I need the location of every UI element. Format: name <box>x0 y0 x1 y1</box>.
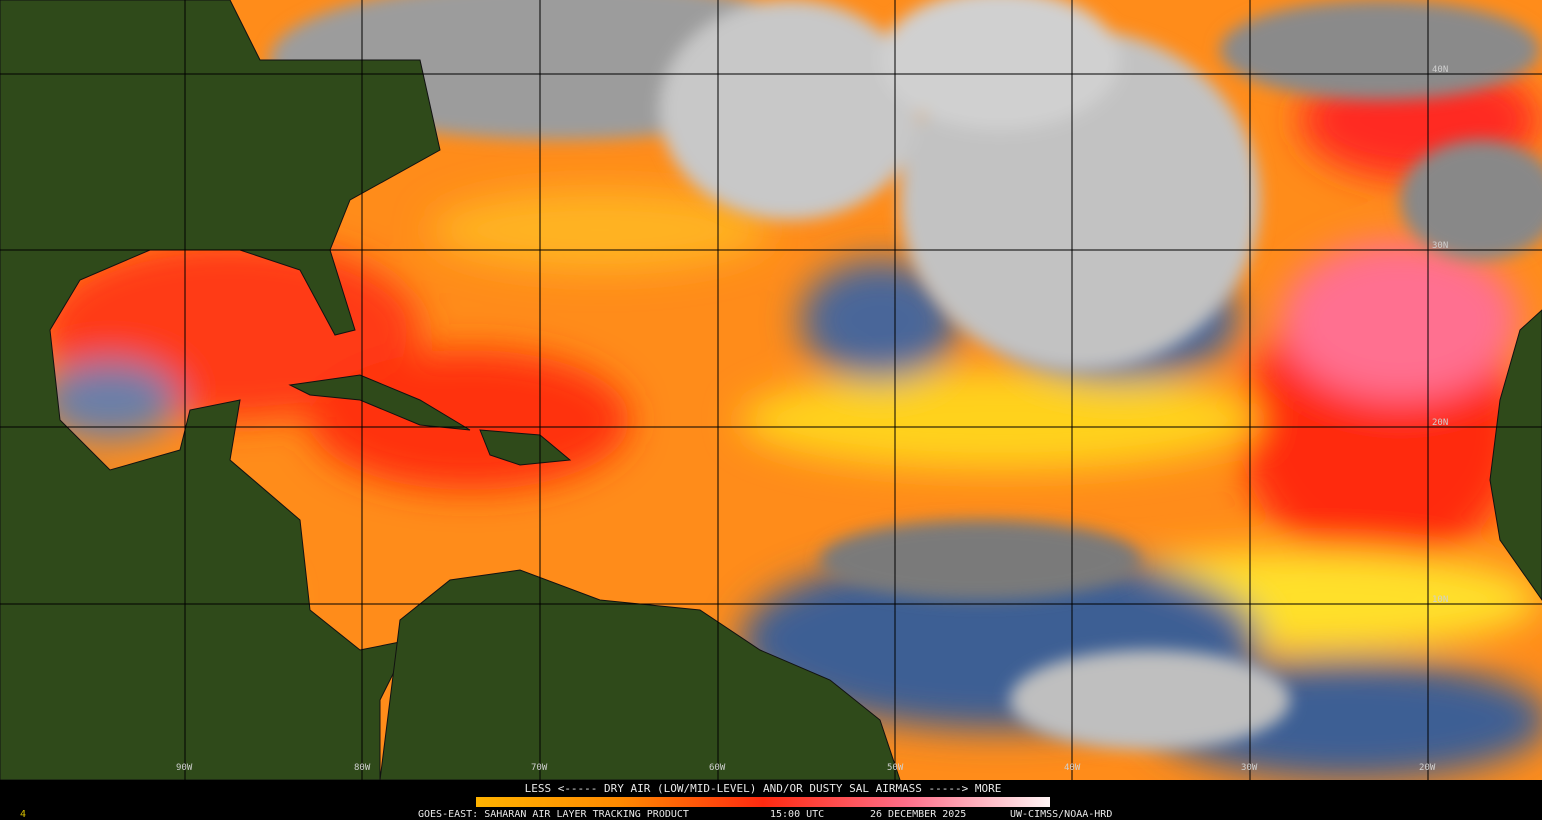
lon-label: 30W <box>1241 763 1258 773</box>
product-name: GOES-EAST: SAHARAN AIR LAYER TRACKING PR… <box>418 809 689 820</box>
lon-label: 40W <box>1064 763 1081 773</box>
lon-label: 70W <box>531 763 548 773</box>
north-central-america <box>0 0 441 780</box>
south-america <box>379 569 901 780</box>
lon-label: 80W <box>354 763 371 773</box>
longitude-labels: 90W 80W 70W 60W 50W 40W 30W 20W <box>176 763 1436 773</box>
lon-label: 60W <box>709 763 726 773</box>
lon-label: 50W <box>887 763 904 773</box>
imagery: 40N 30N 20N 10N 90W 80W 70W 60W 50W 40W … <box>0 0 1542 780</box>
africa <box>1489 309 1542 601</box>
latitude-labels: 40N 30N 20N 10N <box>1432 65 1448 605</box>
lat-label: 30N <box>1432 241 1448 251</box>
lat-label: 10N <box>1432 595 1448 605</box>
colorbar-caption: LESS <----- DRY AIR (LOW/MID-LEVEL) AND/… <box>525 782 1002 795</box>
time: 15:00 UTC <box>770 809 824 820</box>
lat-lon-grid <box>0 0 1542 780</box>
frame-number: 4 <box>20 809 26 820</box>
lon-label: 20W <box>1419 763 1436 773</box>
hispaniola <box>479 429 572 466</box>
cloud-cover <box>170 0 1542 750</box>
land <box>0 0 1542 780</box>
credit: UW-CIMSS/NOAA-HRD <box>1010 809 1112 820</box>
lat-label: 40N <box>1432 65 1448 75</box>
colorbar <box>476 797 1050 807</box>
date: 26 DECEMBER 2025 <box>870 809 966 820</box>
lon-label: 90W <box>176 763 193 773</box>
lat-label: 20N <box>1432 418 1448 428</box>
